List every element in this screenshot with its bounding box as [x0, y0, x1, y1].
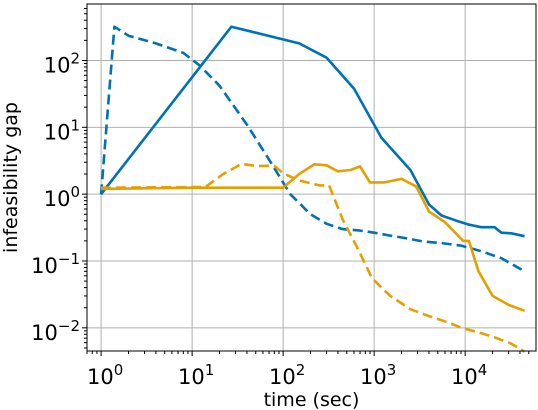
y-tick-label: 10−2 [31, 317, 80, 345]
series-line-4 [101, 162, 526, 353]
grid [87, 4, 536, 351]
series-line-1 [100, 25, 525, 238]
y-tick-label: 102 [44, 49, 80, 77]
series-line-3 [101, 163, 526, 313]
x-axis-label: time (sec) [264, 389, 360, 410]
x-tick-label: 103 [360, 361, 396, 389]
series-line-2 [99, 25, 526, 273]
series-group [99, 25, 526, 353]
x-tick-label: 102 [269, 361, 305, 389]
plot-frame [86, 3, 537, 352]
y-tick-label: 101 [44, 116, 80, 144]
x-tick-label: 104 [451, 361, 487, 389]
y-axis-label: infeasibility gap [0, 102, 22, 253]
y-tick-label: 100 [44, 183, 80, 211]
y-tick-label: 10−1 [31, 250, 80, 278]
x-tick-label: 100 [87, 361, 123, 389]
tick-group: 100 101 102 103 104 10−2 10−1 100 101 102 [31, 7, 530, 389]
x-tick-label: 101 [178, 361, 214, 389]
